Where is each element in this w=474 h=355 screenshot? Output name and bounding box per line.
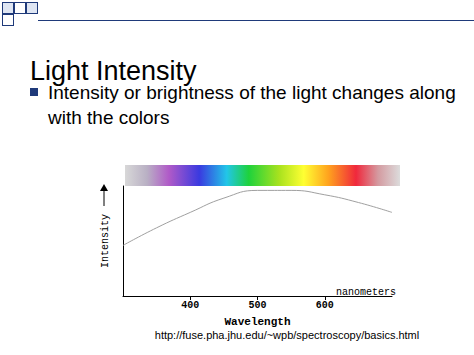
html-text:http://fuse.pha.jhu.edu/~wpb/s: http://fuse.pha.jhu.edu/~wpb/spectroscop… xyxy=(154,329,420,341)
html-text:Intensity or brightness of the: Intensity or brightness of the light cha… xyxy=(48,82,456,128)
svg-text:Intensity: Intensity xyxy=(100,214,111,268)
svg-text:500: 500 xyxy=(248,300,266,311)
svg-text:400: 400 xyxy=(181,300,199,311)
svg-text:600: 600 xyxy=(316,300,334,311)
svg-text:nanometers: nanometers xyxy=(336,287,396,298)
html-text:Light Intensity: Light Intensity xyxy=(30,56,197,86)
svg-text:Wavelength: Wavelength xyxy=(224,316,290,328)
